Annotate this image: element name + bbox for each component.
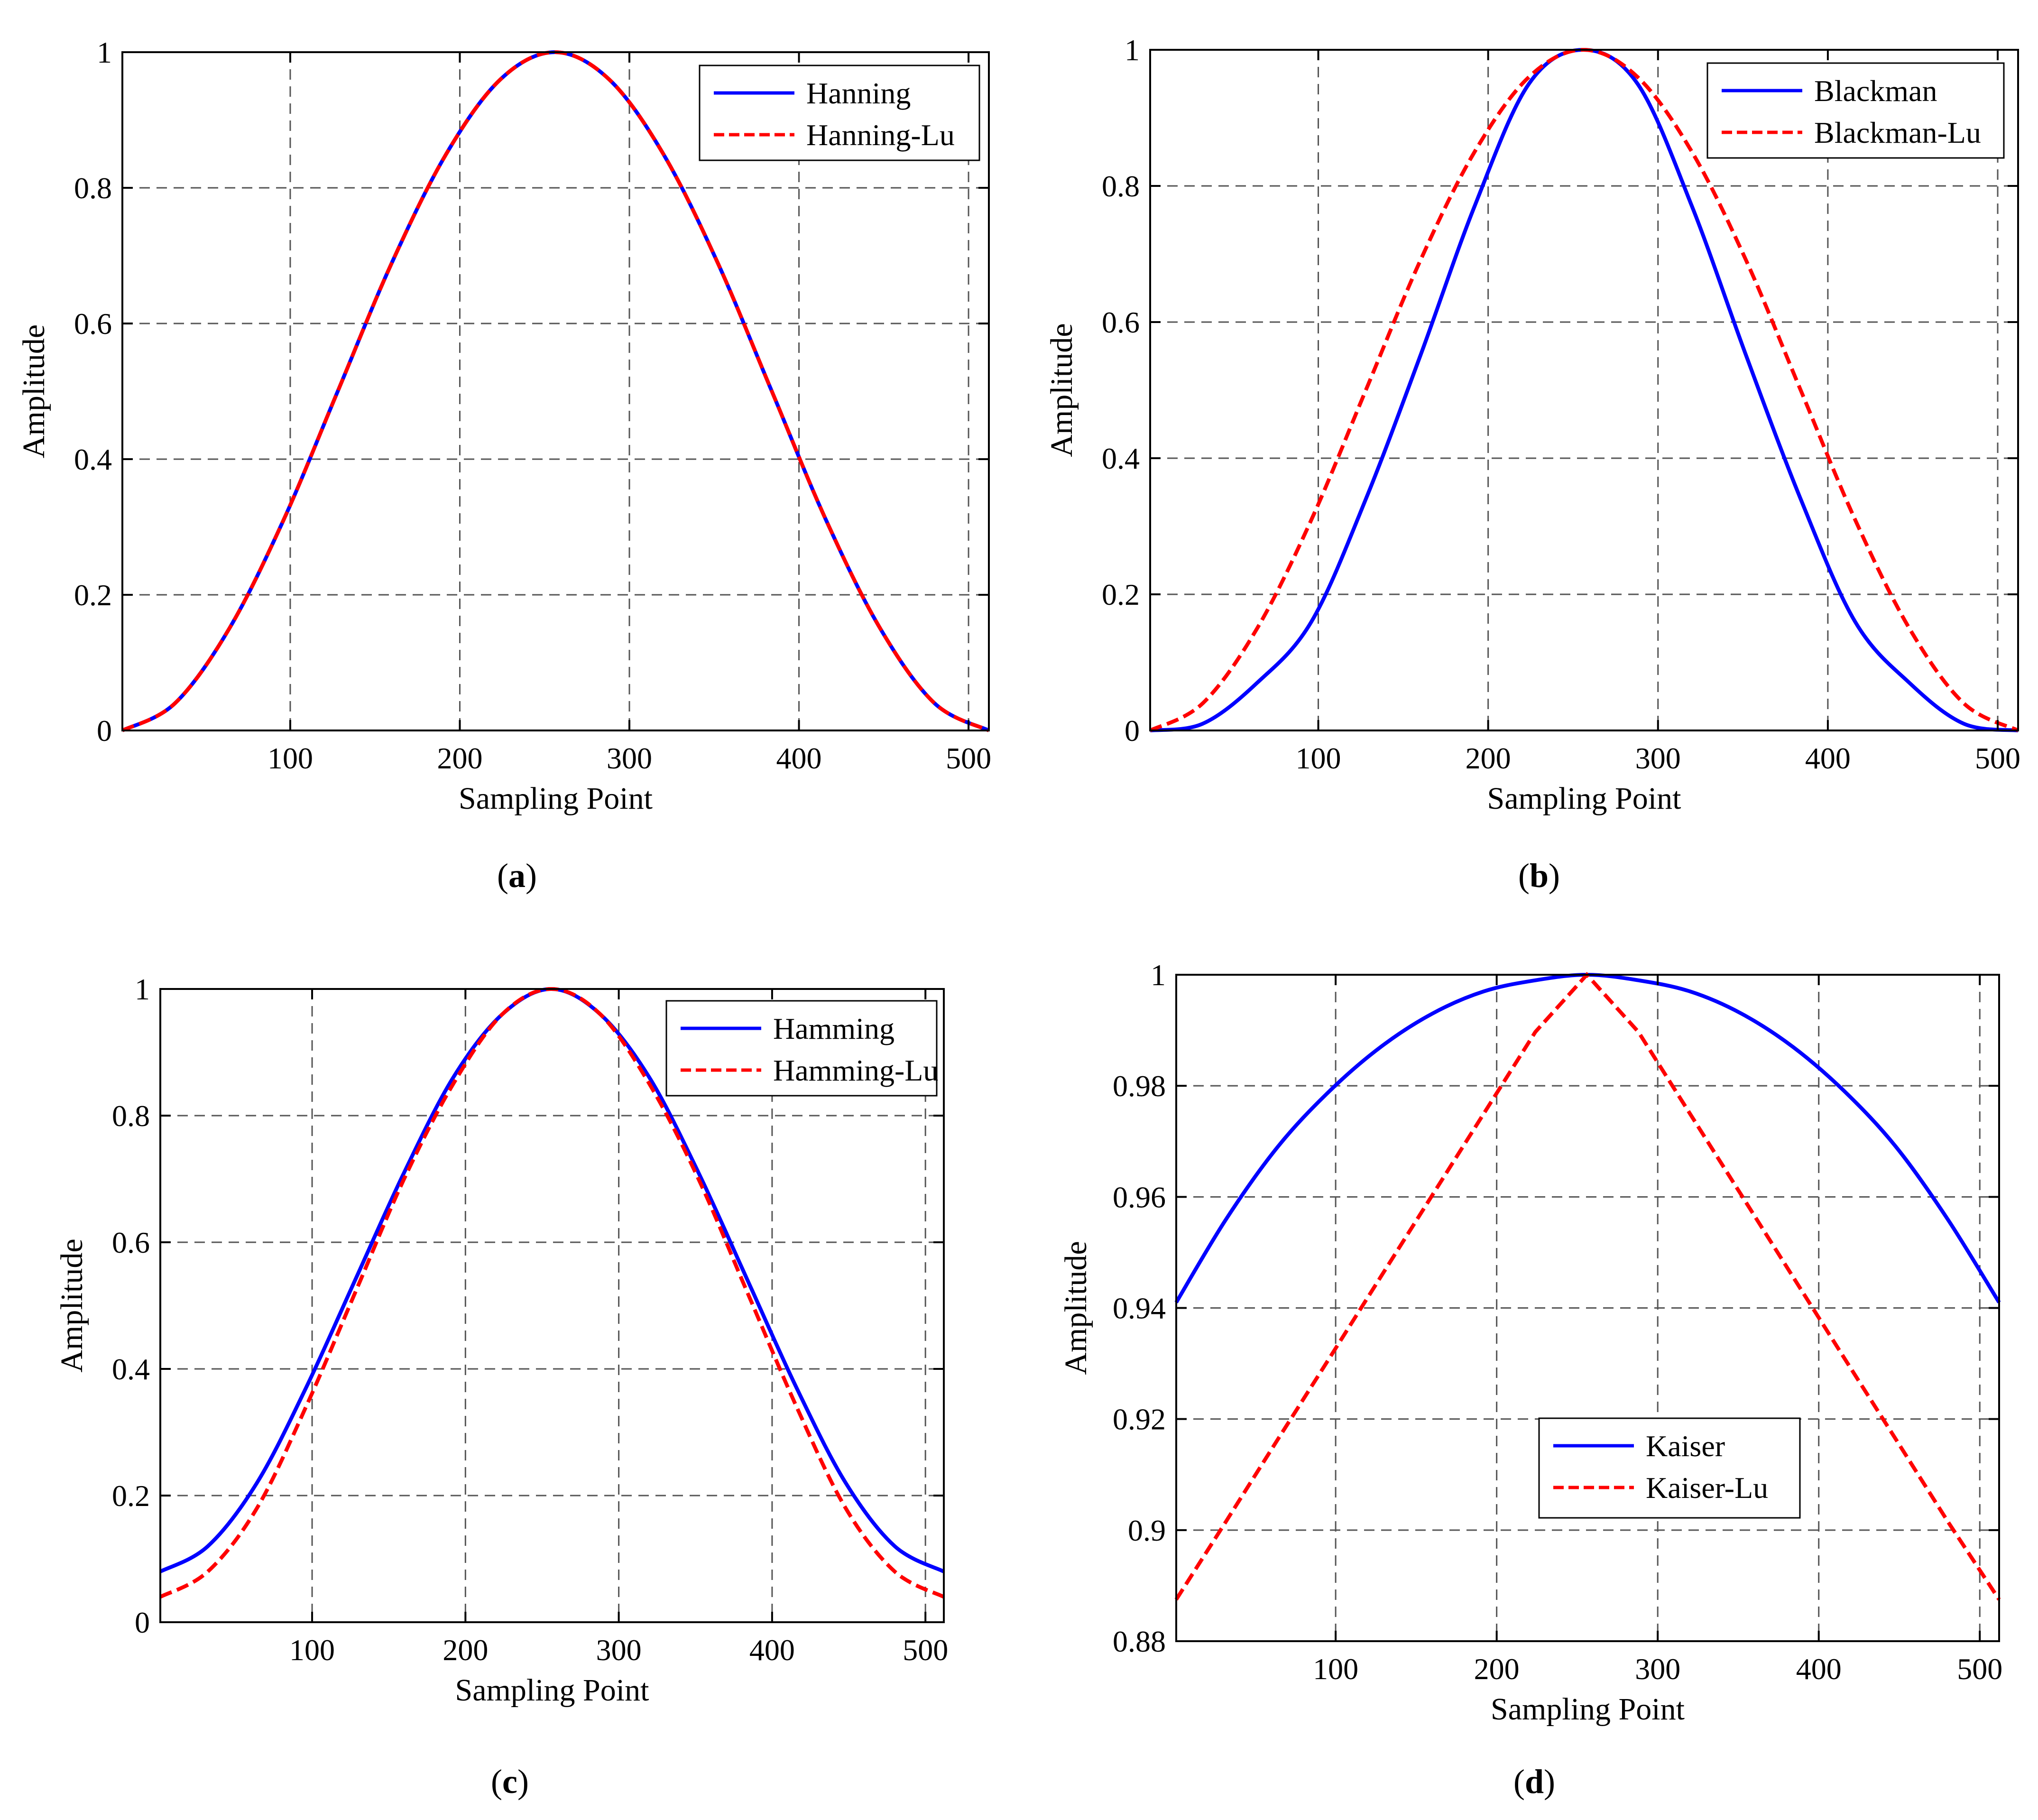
x-tick-label: 500 <box>946 741 991 775</box>
legend-label-hamming: Hamming <box>773 1012 895 1045</box>
legend-box <box>1538 1417 1801 1519</box>
x-tick-label: 500 <box>1975 741 2020 775</box>
y-tick-label: 0.94 <box>1113 1292 1166 1325</box>
y-axis-label: Amplitude <box>1059 1241 1093 1375</box>
legend: Hanning Hanning-Lu <box>699 65 980 161</box>
y-tick-label: 0.88 <box>1113 1625 1166 1658</box>
y-tick-label: 0 <box>1125 714 1140 748</box>
x-tick-label: 400 <box>749 1633 795 1667</box>
x-tick-label: 100 <box>289 1633 335 1667</box>
x-tick-label: 400 <box>1805 741 1851 775</box>
y-tick-label: 0.6 <box>74 307 112 341</box>
axes-frame <box>121 51 990 731</box>
legend-label-hamming-lu: Hamming-Lu <box>773 1053 938 1087</box>
legend: Hamming Hamming-Lu <box>665 1000 938 1097</box>
x-tick-label: 100 <box>1313 1652 1358 1686</box>
x-tick-label: 400 <box>1796 1652 1842 1686</box>
x-tick-label: 500 <box>1957 1652 2002 1686</box>
x-tick-label: 200 <box>1466 741 1511 775</box>
y-axis-label: Amplitude <box>17 324 51 458</box>
y-tick-label: 0.8 <box>1102 169 1140 203</box>
y-tick-label: 0.96 <box>1113 1180 1166 1214</box>
legend-label-blackman: Blackman <box>1814 74 1937 108</box>
panel-a: 100 200 300 400 500 0 0.2 0.4 0.6 0.8 1 Sampling Po… <box>17 36 991 895</box>
x-axis-label: Sampling Point <box>455 1673 649 1708</box>
x-tick-label: 300 <box>607 741 652 775</box>
x-axis-label: Sampling Point <box>1491 1692 1685 1727</box>
x-tick-label: 200 <box>443 1633 488 1667</box>
legend-label-hanning-lu: Hanning-Lu <box>806 118 955 152</box>
x-axis-label: Sampling Point <box>459 781 653 816</box>
y-tick-label: 0.2 <box>112 1479 150 1513</box>
x-tick-label: 200 <box>437 741 482 775</box>
y-tick-label: 0 <box>135 1606 150 1639</box>
axes-frame <box>1149 49 2019 731</box>
x-tick-label: 300 <box>596 1633 642 1667</box>
y-tick-label: 0 <box>97 714 112 748</box>
panel-caption: (d) <box>1513 1763 1555 1801</box>
x-axis-label: Sampling Point <box>1487 781 1681 816</box>
y-tick-label: 1 <box>97 36 112 69</box>
y-tick-label: 0.4 <box>1102 442 1140 475</box>
legend-box <box>1706 62 2005 159</box>
panel-caption: (a) <box>497 857 537 895</box>
x-tick-label: 500 <box>903 1633 948 1667</box>
y-tick-label: 0.4 <box>74 443 112 476</box>
y-tick-label: 1 <box>1125 33 1140 67</box>
legend: Blackman Blackman-Lu <box>1706 62 2005 159</box>
y-tick-label: 1 <box>135 972 150 1006</box>
plot-area <box>122 52 989 730</box>
axes-frame <box>159 988 945 1623</box>
legend-box <box>699 65 980 161</box>
y-tick-label: 0.92 <box>1113 1403 1166 1436</box>
y-tick-label: 0.98 <box>1113 1069 1166 1103</box>
panel-c: 100 200 300 400 500 0 0.2 0.4 0.6 0.8 1 Sampling Po… <box>55 972 948 1801</box>
panel-b: 100 200 300 400 500 0 0.2 0.4 0.6 0.8 1 Sampling Po… <box>1044 33 2020 895</box>
x-tick-label: 100 <box>267 741 313 775</box>
legend-label-kaiser-lu: Kaiser-Lu <box>1646 1471 1768 1505</box>
y-tick-label: 0.6 <box>1102 305 1140 339</box>
x-tick-label: 300 <box>1635 1652 1680 1686</box>
y-tick-label: 0.2 <box>74 578 112 612</box>
x-tick-label: 200 <box>1474 1652 1520 1686</box>
legend-label-blackman-lu: Blackman-Lu <box>1814 116 1981 149</box>
panel-caption: (b) <box>1518 857 1560 895</box>
y-axis-label: Amplitude <box>1044 323 1079 457</box>
x-tick-label: 400 <box>776 741 822 775</box>
y-tick-label: 0.6 <box>112 1226 150 1259</box>
x-tick-label: 100 <box>1296 741 1341 775</box>
legend-label-kaiser: Kaiser <box>1646 1429 1725 1463</box>
panel-d: 100 200 300 400 500 0.88 0.9 0.92 0.94 0.96 0.98 1 S… <box>1059 958 2002 1801</box>
legend: Kaiser Kaiser-Lu <box>1538 1417 1801 1519</box>
legend-label-hanning: Hanning <box>806 76 911 110</box>
y-tick-label: 0.8 <box>74 171 112 205</box>
y-tick-label: 0.8 <box>112 1099 150 1133</box>
y-tick-label: 0.2 <box>1102 578 1140 611</box>
plot-area <box>1150 50 2018 730</box>
x-tick-label: 300 <box>1635 741 1681 775</box>
y-tick-label: 1 <box>1151 958 1166 992</box>
legend-box <box>665 1000 938 1097</box>
panel-caption: (c) <box>491 1763 529 1801</box>
y-tick-label: 0.9 <box>1128 1514 1166 1547</box>
y-axis-label: Amplitude <box>55 1238 89 1372</box>
y-tick-label: 0.4 <box>112 1352 150 1386</box>
